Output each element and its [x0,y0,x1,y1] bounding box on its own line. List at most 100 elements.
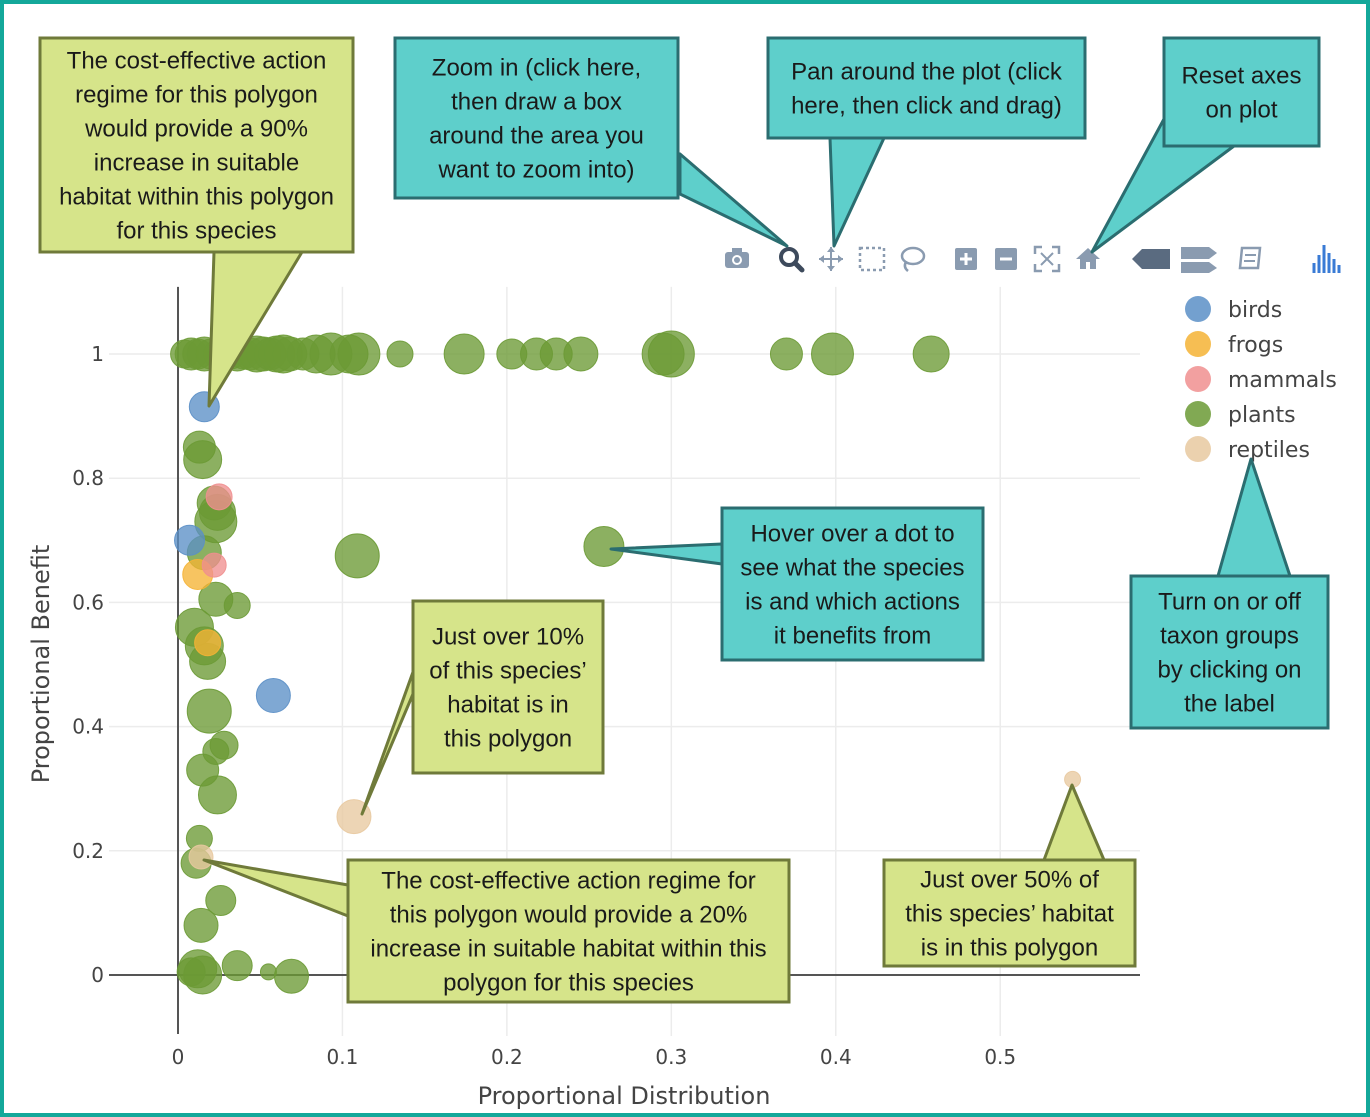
callout-line: for this species [116,217,276,244]
legend-marker-plants [1185,401,1211,427]
data-point-plants[interactable] [223,592,251,620]
legend-marker-birds [1185,296,1211,322]
data-points-layer[interactable] [170,330,1082,995]
callout-line: The cost-effective action [67,47,327,74]
y-tick-label: 0.6 [72,590,104,614]
y-tick-label: 0.4 [72,715,104,739]
lasso-select-icon[interactable] [900,246,926,272]
hover-compare-icon[interactable] [1181,247,1217,273]
callout-line: by clicking on [1157,656,1301,683]
legend-label-frogs: frogs [1228,333,1283,358]
data-point-plants[interactable] [337,332,381,376]
y-tick-label: 0.8 [72,466,104,490]
x-tick-label: 0.5 [984,1045,1016,1069]
callout-line: habitat within this polygon [59,183,334,210]
callout-pan-box [766,36,1087,140]
callout-line: would provide a 90% [84,115,308,142]
legend-marker-mammals [1185,366,1211,392]
callout-line: Reset axes [1181,62,1301,89]
data-point-frogs[interactable] [194,629,222,657]
zoom-icon[interactable] [779,247,805,273]
callout-line: this polygon would provide a 20% [390,901,748,928]
data-point-plants[interactable] [386,340,414,368]
zoom-in-icon[interactable] [955,248,977,270]
data-point-plants[interactable] [186,688,232,734]
data-point-plants[interactable] [205,884,237,916]
tick-labels-layer: 0 0.1 0.2 0.3 0.4 0.5 0 0.2 0.4 0.6 0.8 1 [72,342,1016,1069]
data-point-plants[interactable] [647,330,695,378]
data-point-plants[interactable] [183,440,223,480]
callout-taxon: Turn on or off taxon groups by clicking on… [1129,457,1330,730]
callout-line: habitat is in [447,691,568,718]
edit-chart-icon[interactable] [1238,246,1262,270]
callout-taxon-pointer [1216,457,1292,578]
callout-20pct: The cost-effective action regime for this… [202,858,791,1004]
callout-line: see what the species [740,554,964,581]
reset-axes-icon[interactable] [1076,248,1100,269]
camera-icon[interactable] [725,248,749,268]
data-point-plants[interactable] [334,533,380,579]
callout-line: taxon groups [1160,622,1299,649]
data-point-plants[interactable] [221,950,253,982]
series-mammals[interactable] [201,483,233,578]
data-point-plants[interactable] [583,526,625,568]
legend-label-plants: plants [1228,403,1296,428]
box-select-icon[interactable] [858,246,886,272]
legend-item-birds[interactable]: birds [1185,296,1282,323]
data-point-reptiles[interactable] [188,844,214,870]
legend-item-reptiles[interactable]: reptiles [1185,436,1310,463]
callout-line: want to zoom into) [437,156,634,183]
data-point-birds[interactable] [174,524,206,556]
data-point-plants[interactable] [810,332,854,376]
callout-line: Turn on or off [1158,588,1301,615]
plotly-modebar[interactable] [725,245,1341,273]
x-tick-label: 0.1 [327,1045,359,1069]
callout-line: Just over 10% [432,623,584,650]
callout-hover-box [720,506,985,662]
data-point-birds[interactable] [255,678,291,714]
callout-line: then draw a box [451,88,622,115]
grid-layer [109,286,1140,1037]
data-point-mammals[interactable] [205,483,233,511]
series-plants[interactable] [170,330,950,995]
autoscale-icon[interactable] [1033,245,1061,273]
legend-item-plants[interactable]: plants [1185,401,1296,428]
callout-line: Zoom in (click here, [432,54,641,81]
x-tick-label: 0.3 [655,1045,687,1069]
data-point-plants[interactable] [273,958,309,994]
callout-line: this species’ habitat [905,900,1114,927]
y-axis-title: Proportional Benefit [27,545,55,784]
callout-line: Just over 50% of [920,866,1099,893]
data-point-plants[interactable] [176,957,206,987]
callout-reset: Reset axes on plot [1090,36,1321,254]
legend[interactable]: birds frogs mammals plants reptiles [1185,296,1337,463]
callout-line: around the area you [429,122,644,149]
data-point-mammals[interactable] [201,552,227,578]
x-tick-label: 0.4 [820,1045,852,1069]
data-point-plants[interactable] [563,336,599,372]
callout-line: the label [1184,690,1275,717]
data-point-reptiles[interactable] [336,799,372,835]
data-point-plants[interactable] [769,337,803,371]
data-point-plants[interactable] [183,907,219,943]
callout-line: is in this polygon [921,934,1098,961]
callout-reset-box [1162,36,1321,148]
legend-label-birds: birds [1228,298,1282,323]
plotly-logo-icon[interactable] [1312,245,1341,273]
legend-item-frogs[interactable]: frogs [1185,331,1283,358]
legend-item-mammals[interactable]: mammals [1185,366,1337,393]
data-point-plants[interactable] [443,333,485,375]
legend-label-mammals: mammals [1228,368,1337,393]
pan-icon[interactable] [819,247,843,271]
callout-90pct-pointer [207,250,304,408]
zoom-out-icon[interactable] [995,248,1017,270]
callout-zoom-pointer [678,152,789,248]
callout-20pct-box [346,858,791,1004]
hover-closest-icon[interactable] [1132,249,1170,269]
callout-hover-pointer [609,542,724,566]
data-point-plants[interactable] [197,775,237,815]
series-reptiles[interactable] [188,770,1082,870]
callout-line: it benefits from [774,622,931,649]
data-point-plants[interactable] [912,335,950,373]
